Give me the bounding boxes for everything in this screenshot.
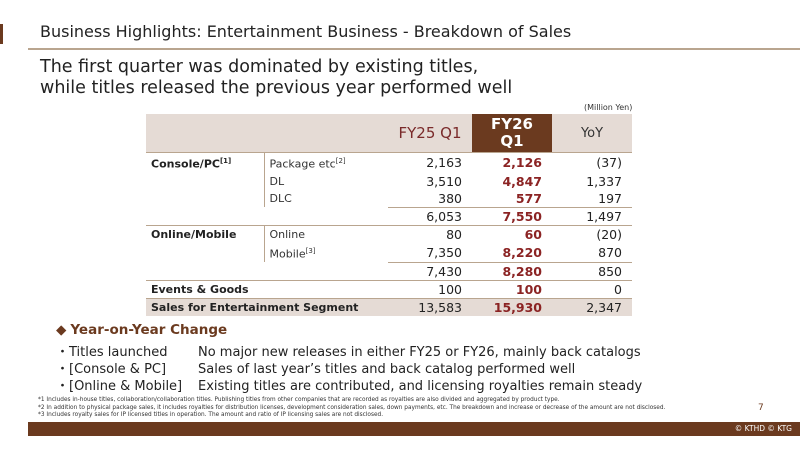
cell-value: 197 [598, 190, 622, 206]
category-console-pc: Console/PC[1] [146, 152, 264, 208]
subtitle-line-2: while titles released the previous year … [40, 78, 513, 98]
cell-value: (37) [552, 151, 632, 173]
footnote: *1 Includes in-house titles, collaborati… [38, 397, 560, 403]
table-header-row: FY25 Q1 FY26 Q1 YoY [146, 114, 632, 153]
row-label-mobile: Mobile[3] [263, 242, 388, 263]
title-bar: Business Highlights: Entertainment Busin… [0, 0, 800, 50]
unit-label: (Million Yen) [584, 103, 633, 112]
header-empty-cell [146, 114, 388, 153]
cell-value: 1,337 [586, 173, 622, 189]
total-label: Sales for Entertainment Segment [146, 297, 388, 316]
col-header-fy26: FY26 Q1 [472, 114, 552, 153]
table-row-subtotal: 7,430 8,280 850 [146, 261, 632, 281]
bullet-label: ・[Online & Mobile] [56, 379, 183, 394]
cell-value: 870 [598, 244, 622, 260]
category-online-mobile: Online/Mobile [146, 224, 264, 263]
cell-value: 2,163 [388, 151, 472, 173]
bullet-text: Existing titles are contributed, and lic… [198, 379, 643, 394]
cell-value: 7,430 [388, 261, 472, 281]
footnote: *3 Includes royalty sales for IP license… [38, 412, 384, 419]
table-row: Online/Mobile Online 80 60 (20) [146, 224, 632, 263]
row-label-dlc: DLC [263, 189, 388, 208]
cell-value-highlight: 8,280 [472, 261, 552, 281]
bullet-text: No major new releases in either FY25 or … [198, 345, 641, 360]
subtitle: The first quarter was dominated by exist… [40, 57, 512, 99]
table-row-subtotal: 6,053 7,550 1,497 [146, 206, 632, 226]
table-row-total: Sales for Entertainment Segment 13,583 1… [146, 297, 632, 316]
cell-value-highlight: 8,220 [502, 244, 542, 260]
row-label-online: Online [263, 224, 388, 243]
cell-value: 13,583 [388, 297, 472, 316]
cell-value: 0 [552, 279, 632, 299]
title-divider [28, 48, 800, 50]
title-accent-bar [0, 24, 3, 44]
cell-value: 6,053 [388, 206, 472, 226]
cell-value: 380 [438, 190, 462, 206]
subtotal-spacer [146, 207, 388, 225]
category-events-goods: Events & Goods [146, 279, 388, 299]
table-row: DLC 380 577 197 [146, 189, 632, 208]
bullet-label: ・Titles launched [56, 345, 168, 360]
row-label-dl: DL [263, 172, 388, 190]
col-header-yoy: YoY [552, 114, 632, 153]
list-item: ・Titles launched No major new releases in… [56, 341, 641, 360]
row-label-package: Package etc[2] [263, 151, 388, 173]
table-row: Console/PC[1] Package etc[2] 2,163 2,126… [146, 151, 632, 208]
sales-table: FY25 Q1 FY26 Q1 YoY Console/PC[1] Packag… [146, 114, 632, 316]
table-row: DL 3,510 4,847 1,337 [146, 172, 632, 190]
footer-bar: © KTHD © KTG [28, 422, 800, 436]
cell-value: 3,510 [426, 173, 462, 189]
cell-value: (20) [552, 224, 632, 243]
cell-value: 100 [388, 279, 472, 299]
cell-value: 850 [552, 261, 632, 281]
table-row: Mobile[3] 7,350 8,220 870 [146, 242, 632, 263]
col-header-fy25: FY25 Q1 [388, 114, 472, 153]
cell-value-highlight: 100 [472, 279, 552, 299]
footnotes: *1 Includes in-house titles, collaborati… [38, 397, 665, 420]
cell-value: 1,497 [552, 206, 632, 226]
cell-value: 2,347 [552, 297, 632, 316]
bullet-text: Sales of last year’s titles and back cat… [198, 362, 576, 377]
footnote: *2 In addition to physical package sales… [38, 404, 666, 411]
yoy-change-heading: ◆ Year-on-Year Change [56, 322, 228, 338]
table-row: Events & Goods 100 100 0 [146, 279, 632, 299]
cell-value-highlight: 2,126 [472, 151, 552, 173]
bullet-label: ・[Console & PC] [56, 362, 167, 377]
cell-value-highlight: 15,930 [472, 297, 552, 316]
cell-value-highlight: 60 [472, 224, 552, 243]
page-number: 7 [758, 403, 764, 413]
page-title: Business Highlights: Entertainment Busin… [40, 22, 572, 41]
diamond-icon: ◆ [56, 322, 67, 338]
cell-value-highlight: 7,550 [472, 206, 552, 226]
cell-value: 80 [388, 224, 472, 243]
list-item: ・[Online & Mobile] Existing titles are co… [56, 375, 642, 394]
list-item: ・[Console & PC] Sales of last year’s titl… [56, 358, 575, 377]
cell-value-highlight: 4,847 [502, 173, 542, 189]
subtitle-line-1: The first quarter was dominated by exist… [40, 57, 479, 77]
cell-value-highlight: 577 [515, 190, 542, 206]
copyright: © KTHD © KTG [734, 424, 792, 433]
cell-value: 7,350 [426, 244, 462, 260]
subtotal-spacer [146, 262, 388, 280]
